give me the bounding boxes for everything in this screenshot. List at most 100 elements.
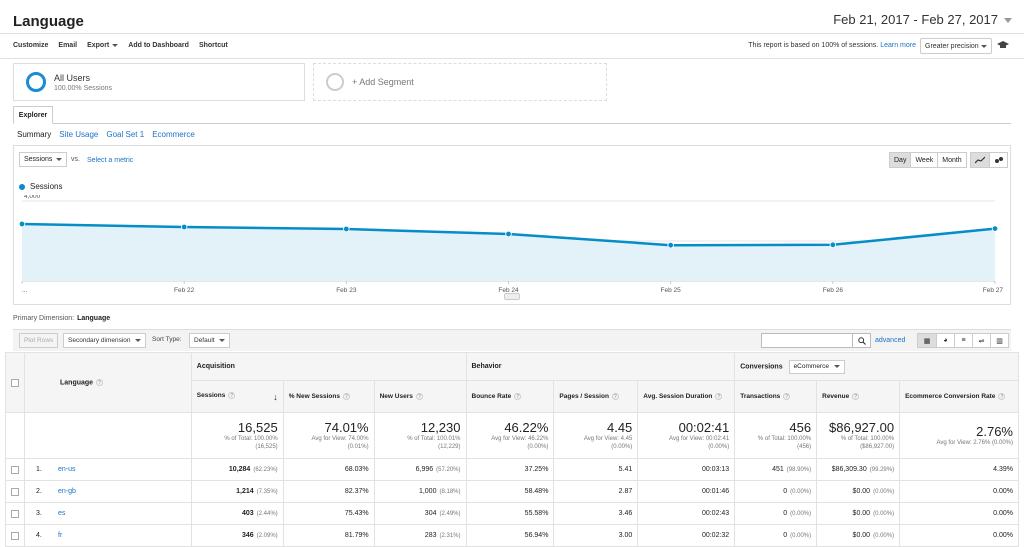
secondary-dimension-label: Secondary dimension xyxy=(68,337,131,344)
sort-type-select[interactable]: Default xyxy=(189,333,230,348)
cell-ecommerce-conversion-rate-value: 0.00% xyxy=(993,488,1013,495)
advanced-filter-link[interactable]: advanced xyxy=(875,337,906,344)
learn-more-link[interactable]: Learn more xyxy=(880,42,916,49)
tab-divider xyxy=(13,123,1011,124)
table-row: 4. fr 346 (2.09%) 81.79% 283 (2.31%) 56.94% 3.00… xyxy=(5,524,1019,547)
subtab-goal-set-1[interactable]: Goal Set 1 xyxy=(106,130,145,139)
help-icon[interactable]: ? xyxy=(96,378,104,386)
comparison-view-icon[interactable]: ⇌ xyxy=(972,334,990,347)
column-header-new-users[interactable]: New Users? xyxy=(373,380,467,413)
data-point[interactable] xyxy=(667,242,674,249)
row-language-link[interactable]: en-us xyxy=(58,466,76,473)
cell-sessions: 1,214 (7.35%) xyxy=(190,480,284,503)
row-checkbox[interactable] xyxy=(11,465,19,474)
x-tick-label: Feb 27 xyxy=(983,287,1004,294)
chart-collapse-handle[interactable] xyxy=(504,293,520,300)
plot-rows-button[interactable]: Plot Rows xyxy=(19,333,59,348)
series-area xyxy=(22,224,995,281)
precision-select[interactable]: Greater precision xyxy=(920,38,992,54)
data-point[interactable] xyxy=(180,223,188,231)
group-conversions: Conversions eCommerce xyxy=(734,352,1019,381)
column-header-transactions[interactable]: Transactions? xyxy=(734,380,818,413)
row-checkbox[interactable] xyxy=(11,509,19,518)
help-icon[interactable]: ? xyxy=(715,392,723,400)
add-to-dashboard-button[interactable]: Add to Dashboard xyxy=(128,42,189,49)
cell-new-users: 1,000 (8.18%) xyxy=(373,480,467,503)
cell-ecommerce-conversion-rate-value: 4.39% xyxy=(993,466,1013,473)
cell-bounce-rate-value: 37.25% xyxy=(524,466,549,473)
data-point[interactable] xyxy=(991,225,999,232)
help-icon[interactable]: ? xyxy=(852,392,860,400)
select-all-checkbox[interactable] xyxy=(11,378,19,387)
cell-transactions-percent: (0.00%) xyxy=(790,511,812,517)
motion-chart-icon[interactable] xyxy=(989,153,1007,167)
row-language-link[interactable]: es xyxy=(58,510,66,517)
email-button[interactable]: Email xyxy=(58,42,78,49)
column-header-revenue[interactable]: Revenue? xyxy=(816,380,901,413)
page-title: Language xyxy=(13,13,84,30)
primary-dimension-value[interactable]: Language xyxy=(77,315,111,322)
subtab-ecommerce[interactable]: Ecommerce xyxy=(152,130,195,139)
line-chart-icon[interactable] xyxy=(971,153,989,167)
help-icon[interactable]: ? xyxy=(514,392,522,400)
help-icon[interactable]: ? xyxy=(415,392,423,400)
export-button[interactable]: Export xyxy=(87,42,119,49)
table-search-input[interactable] xyxy=(761,333,871,348)
period-week-button[interactable]: Week xyxy=(910,153,937,167)
help-icon[interactable]: ? xyxy=(228,391,236,399)
help-icon[interactable]: ? xyxy=(611,392,619,400)
segment-all-users[interactable]: All Users 100.00% Sessions xyxy=(13,63,305,101)
column-header-new-sessions[interactable]: % New Sessions? xyxy=(282,380,375,413)
search-icon[interactable] xyxy=(852,333,871,348)
row-checkbox[interactable] xyxy=(11,531,19,540)
row-language-link[interactable]: fr xyxy=(58,532,63,539)
data-point[interactable] xyxy=(343,225,350,233)
pie-chart-view-icon[interactable]: ◕ xyxy=(936,334,954,347)
pivot-view-icon[interactable]: ▥ xyxy=(990,334,1008,347)
period-day-button[interactable]: Day xyxy=(890,153,911,167)
dimension-header[interactable]: Language? xyxy=(24,352,192,413)
performance-view-icon[interactable]: ≡ xyxy=(954,334,972,347)
column-header-ecommerce-conversion-rate[interactable]: Ecommerce Conversion Rate? xyxy=(899,380,1019,413)
help-icon[interactable]: ? xyxy=(998,392,1006,400)
date-range-picker[interactable]: Feb 21, 2017 - Feb 27, 2017 xyxy=(833,10,1012,28)
sort-descending-icon[interactable]: ↓ xyxy=(273,391,278,402)
total-note: Avg for View: 4.45 xyxy=(583,436,633,442)
total-value: 00:02:41 xyxy=(678,420,730,435)
column-header-bounce-rate[interactable]: Bounce Rate? xyxy=(465,380,555,413)
cell-new-sessions-value: 82.37% xyxy=(344,488,369,495)
add-segment-button[interactable]: + Add Segment xyxy=(313,63,607,101)
row-checkbox[interactable] xyxy=(11,487,19,496)
secondary-dimension-select[interactable]: Secondary dimension xyxy=(63,333,146,348)
select-metric-link[interactable]: Select a metric xyxy=(87,157,134,164)
subtab-summary[interactable]: Summary xyxy=(17,130,52,139)
cell-ecommerce-conversion-rate: 0.00% xyxy=(899,502,1019,525)
period-month-button[interactable]: Month xyxy=(937,153,965,167)
sort-type-label: Sort Type: xyxy=(152,336,182,343)
total-ecommerce-conversion-rate: 2.76% Avg for View: 2.76% (0.00%) xyxy=(899,412,1019,459)
column-header-avg-session-duration[interactable]: Avg. Session Duration? xyxy=(637,380,736,413)
cell-pages-per-session-value: 3.46 xyxy=(618,510,633,517)
row-name-cell: 4. fr xyxy=(24,524,192,547)
shortcut-button[interactable]: Shortcut xyxy=(198,42,228,49)
data-point[interactable] xyxy=(505,230,512,238)
graduation-cap-icon[interactable] xyxy=(997,40,1009,50)
metric-select[interactable]: Sessions xyxy=(19,152,67,167)
column-header-pages-per-session[interactable]: Pages / Session? xyxy=(553,380,639,413)
customize-button[interactable]: Customize xyxy=(13,42,49,49)
row-language-link[interactable]: en-gb xyxy=(58,488,76,495)
tab-explorer[interactable]: Explorer xyxy=(13,106,53,124)
data-point[interactable] xyxy=(829,241,837,248)
data-table-view-icon[interactable]: ▦ xyxy=(918,334,936,347)
data-point[interactable] xyxy=(18,220,26,228)
column-header-label: Transactions xyxy=(740,393,781,401)
subtab-site-usage[interactable]: Site Usage xyxy=(59,130,99,139)
export-label: Export xyxy=(87,42,110,49)
conversions-select[interactable]: eCommerce xyxy=(788,359,845,374)
help-icon[interactable]: ? xyxy=(783,392,791,400)
help-icon[interactable]: ? xyxy=(343,392,350,400)
column-header-sessions[interactable]: Sessions? ↓ xyxy=(190,380,284,413)
total-note: Avg for View: 74.00% xyxy=(311,436,369,442)
cell-ecommerce-conversion-rate-value: 0.00% xyxy=(993,532,1013,539)
